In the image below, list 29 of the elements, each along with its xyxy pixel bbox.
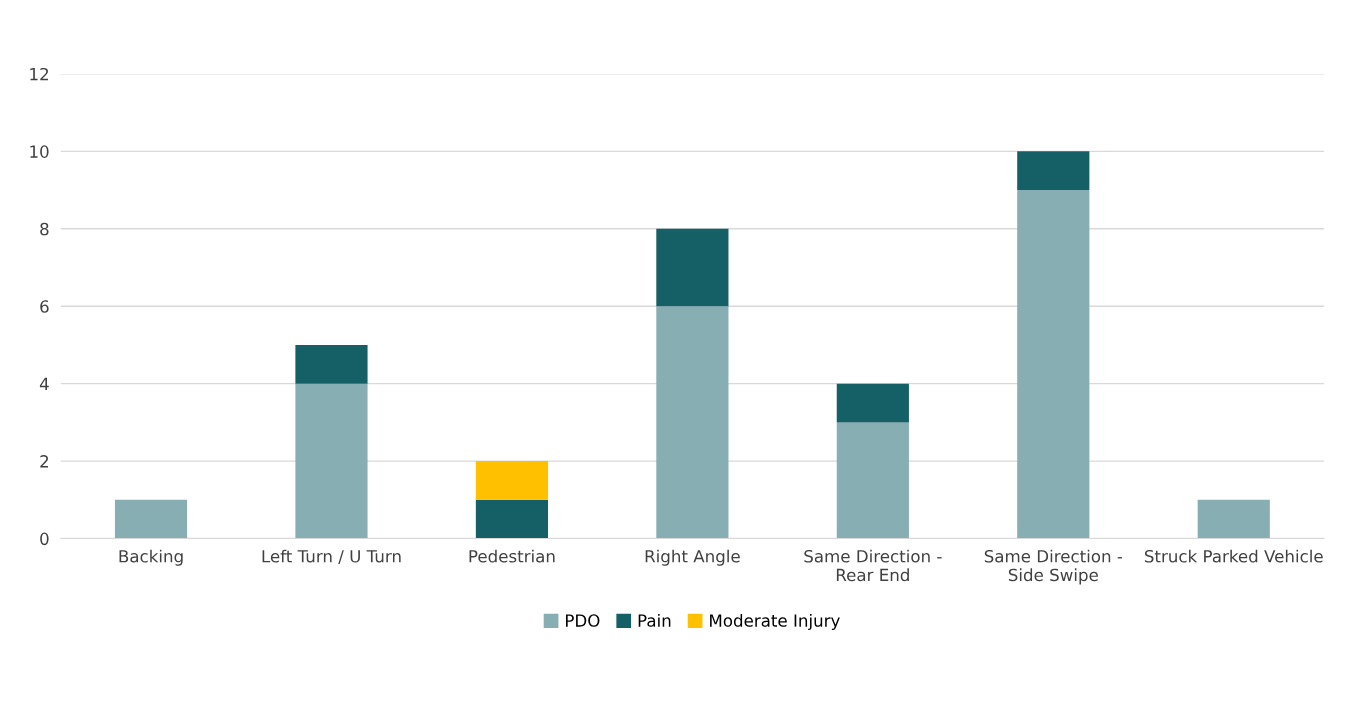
bar xyxy=(295,344,368,384)
legend-label: Pain xyxy=(638,613,671,627)
y-tick-label: 0 xyxy=(40,532,49,546)
bar xyxy=(295,383,368,539)
x-tick-label: Pedestrian xyxy=(469,549,555,563)
x-tick-label: Same Direction - Side Swipe xyxy=(984,549,1123,585)
bar xyxy=(836,383,909,423)
x-tick-label: Struck Parked Vehicle xyxy=(1144,549,1323,563)
legend-label: PDO xyxy=(566,614,600,627)
y-tick-label: 10 xyxy=(30,145,49,158)
x-tick-label: Left Turn / U Turn xyxy=(262,549,401,564)
y-tick-label: 4 xyxy=(39,377,49,391)
y-tick-label: 8 xyxy=(40,222,49,236)
y-tick-label: 12 xyxy=(30,67,49,81)
legend-label: Moderate Injury xyxy=(710,613,840,631)
bar xyxy=(1017,190,1090,539)
bar xyxy=(836,422,909,539)
x-tick-label: Same Direction - Rear End xyxy=(804,549,942,582)
bar xyxy=(475,499,549,539)
y-tick-label: 2 xyxy=(40,455,49,468)
bar xyxy=(656,228,729,307)
bar xyxy=(1017,151,1090,191)
x-tick-label: Right Angle xyxy=(645,549,740,566)
bar xyxy=(1197,499,1270,539)
bar xyxy=(475,461,549,500)
bar xyxy=(114,499,188,539)
x-tick-label: Backing xyxy=(119,549,183,566)
y-tick-label: 6 xyxy=(40,300,49,313)
bar xyxy=(656,306,729,539)
